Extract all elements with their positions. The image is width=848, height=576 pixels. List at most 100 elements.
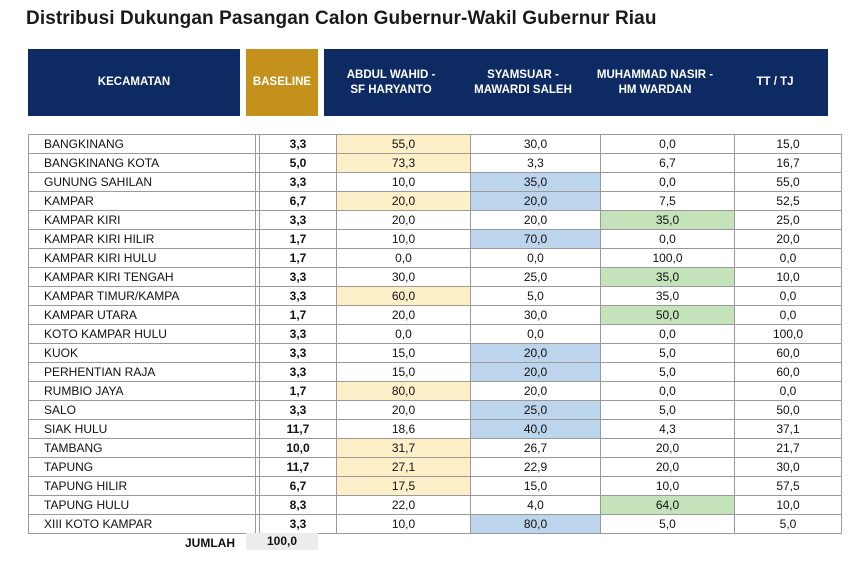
tt-tj-cell: 25,0 bbox=[734, 210, 842, 230]
candidate-1-cell: 0,0 bbox=[336, 248, 471, 268]
baseline-cell: 11,7 bbox=[259, 457, 337, 477]
candidate-2-cell: 25,0 bbox=[470, 267, 601, 287]
baseline-cell: 3,3 bbox=[259, 400, 337, 420]
candidate-1-cell: 15,0 bbox=[336, 362, 471, 382]
kecamatan-cell: KOTO KAMPAR HULU bbox=[28, 324, 256, 344]
table-row: KAMPAR KIRI HULU 1,7 0,0 0,0 100,0 0,0 bbox=[28, 248, 842, 268]
candidate-1-cell: 20,0 bbox=[336, 305, 471, 325]
header-candidate-2: SYAMSUAR - MAWARDI SALEH bbox=[458, 49, 588, 116]
candidate-3-cell: 0,0 bbox=[600, 134, 735, 154]
header-tt-tj: TT / TJ bbox=[722, 49, 828, 116]
candidate-3-cell: 50,0 bbox=[600, 305, 735, 325]
baseline-cell: 11,7 bbox=[259, 419, 337, 439]
header-candidate-1-line1: ABDUL WAHID - bbox=[346, 68, 436, 81]
table-row: RUMBIO JAYA 1,7 80,0 20,0 0,0 0,0 bbox=[28, 381, 842, 401]
header-candidate-1-line2: SF HARYANTO bbox=[350, 83, 432, 96]
header-kecamatan-label: KECAMATAN bbox=[97, 76, 171, 88]
baseline-cell: 3,3 bbox=[259, 210, 337, 230]
tt-tj-cell: 15,0 bbox=[734, 134, 842, 154]
candidate-1-cell: 55,0 bbox=[336, 134, 471, 154]
candidate-2-cell: 0,0 bbox=[470, 248, 601, 268]
candidate-3-cell: 4,3 bbox=[600, 419, 735, 439]
total-label: JUMLAH bbox=[185, 536, 235, 550]
baseline-cell: 1,7 bbox=[259, 248, 337, 268]
header-candidate-2-line1: SYAMSUAR - bbox=[487, 68, 559, 81]
kecamatan-cell: KAMPAR KIRI HULU bbox=[28, 248, 256, 268]
candidate-1-cell: 0,0 bbox=[336, 324, 471, 344]
table-row: SALO 3,3 20,0 25,0 5,0 50,0 bbox=[28, 400, 842, 420]
baseline-cell: 3,3 bbox=[259, 362, 337, 382]
candidate-2-cell: 26,7 bbox=[470, 438, 601, 458]
tt-tj-cell: 50,0 bbox=[734, 400, 842, 420]
kecamatan-cell: BANGKINANG bbox=[28, 134, 256, 154]
kecamatan-cell: RUMBIO JAYA bbox=[28, 381, 256, 401]
candidate-1-cell: 20,0 bbox=[336, 191, 471, 211]
kecamatan-cell: GUNUNG SAHILAN bbox=[28, 172, 256, 192]
baseline-cell: 10,0 bbox=[259, 438, 337, 458]
table-row: TAPUNG 11,7 27,1 22,9 20,0 30,0 bbox=[28, 457, 842, 477]
baseline-cell: 3,3 bbox=[259, 514, 337, 534]
tt-tj-cell: 21,7 bbox=[734, 438, 842, 458]
tt-tj-cell: 30,0 bbox=[734, 457, 842, 477]
table-row: KAMPAR KIRI TENGAH 3,3 30,0 25,0 35,0 10,0 bbox=[28, 267, 842, 287]
baseline-cell: 5,0 bbox=[259, 153, 337, 173]
baseline-cell: 1,7 bbox=[259, 381, 337, 401]
baseline-cell: 3,3 bbox=[259, 134, 337, 154]
baseline-cell: 1,7 bbox=[259, 305, 337, 325]
candidate-2-cell: 4,0 bbox=[470, 495, 601, 515]
table-row: TAPUNG HULU 8,3 22,0 4,0 64,0 10,0 bbox=[28, 495, 842, 515]
table-row: GUNUNG SAHILAN 3,3 10,0 35,0 0,0 55,0 bbox=[28, 172, 842, 192]
candidate-1-cell: 20,0 bbox=[336, 400, 471, 420]
header-tt-tj-label: TT / TJ bbox=[756, 76, 794, 88]
table-row: KOTO KAMPAR HULU 3,3 0,0 0,0 0,0 100,0 bbox=[28, 324, 842, 344]
tt-tj-cell: 0,0 bbox=[734, 381, 842, 401]
table-row: KAMPAR KIRI HILIR 1,7 10,0 70,0 0,0 20,0 bbox=[28, 229, 842, 249]
kecamatan-cell: XIII KOTO KAMPAR bbox=[28, 514, 256, 534]
candidate-1-cell: 80,0 bbox=[336, 381, 471, 401]
tt-tj-cell: 0,0 bbox=[734, 305, 842, 325]
candidate-2-cell: 20,0 bbox=[470, 381, 601, 401]
candidate-1-cell: 20,0 bbox=[336, 210, 471, 230]
candidate-2-cell: 40,0 bbox=[470, 419, 601, 439]
kecamatan-cell: KAMPAR UTARA bbox=[28, 305, 256, 325]
baseline-cell: 6,7 bbox=[259, 476, 337, 496]
candidate-2-cell: 80,0 bbox=[470, 514, 601, 534]
table-row: KAMPAR 6,7 20,0 20,0 7,5 52,5 bbox=[28, 191, 842, 211]
tt-tj-cell: 57,5 bbox=[734, 476, 842, 496]
candidate-2-cell: 22,9 bbox=[470, 457, 601, 477]
candidate-1-cell: 73,3 bbox=[336, 153, 471, 173]
tt-tj-cell: 10,0 bbox=[734, 495, 842, 515]
candidate-3-cell: 0,0 bbox=[600, 172, 735, 192]
candidate-3-cell: 6,7 bbox=[600, 153, 735, 173]
candidate-3-cell: 64,0 bbox=[600, 495, 735, 515]
header-candidate-1: ABDUL WAHID - SF HARYANTO bbox=[324, 49, 458, 116]
tt-tj-cell: 60,0 bbox=[734, 343, 842, 363]
candidate-3-cell: 100,0 bbox=[600, 248, 735, 268]
kecamatan-cell: TAPUNG HULU bbox=[28, 495, 256, 515]
candidate-2-cell: 15,0 bbox=[470, 476, 601, 496]
kecamatan-cell: TAMBANG bbox=[28, 438, 256, 458]
kecamatan-cell: KAMPAR KIRI HILIR bbox=[28, 229, 256, 249]
candidate-3-cell: 5,0 bbox=[600, 400, 735, 420]
tt-tj-cell: 0,0 bbox=[734, 286, 842, 306]
tt-tj-cell: 20,0 bbox=[734, 229, 842, 249]
candidate-2-cell: 30,0 bbox=[470, 134, 601, 154]
table-row: PERHENTIAN RAJA 3,3 15,0 20,0 5,0 60,0 bbox=[28, 362, 842, 382]
kecamatan-cell: KAMPAR bbox=[28, 191, 256, 211]
kecamatan-cell: KUOK bbox=[28, 343, 256, 363]
candidate-2-cell: 5,0 bbox=[470, 286, 601, 306]
header-candidate-3-line2: HM WARDAN bbox=[618, 83, 692, 96]
support-distribution-table: BANGKINANG 3,3 55,0 30,0 0,0 15,0 BANGKINANG K… bbox=[28, 134, 842, 534]
baseline-cell: 3,3 bbox=[259, 324, 337, 344]
table-row: KAMPAR TIMUR/KAMPA 3,3 60,0 5,0 35,0 0,0 bbox=[28, 286, 842, 306]
kecamatan-cell: TAPUNG bbox=[28, 457, 256, 477]
kecamatan-cell: TAPUNG HILIR bbox=[28, 476, 256, 496]
tt-tj-cell: 60,0 bbox=[734, 362, 842, 382]
tt-tj-cell: 0,0 bbox=[734, 248, 842, 268]
kecamatan-cell: SIAK HULU bbox=[28, 419, 256, 439]
candidate-1-cell: 27,1 bbox=[336, 457, 471, 477]
tt-tj-cell: 5,0 bbox=[734, 514, 842, 534]
candidate-1-cell: 17,5 bbox=[336, 476, 471, 496]
kecamatan-cell: BANGKINANG KOTA bbox=[28, 153, 256, 173]
candidate-1-cell: 10,0 bbox=[336, 514, 471, 534]
